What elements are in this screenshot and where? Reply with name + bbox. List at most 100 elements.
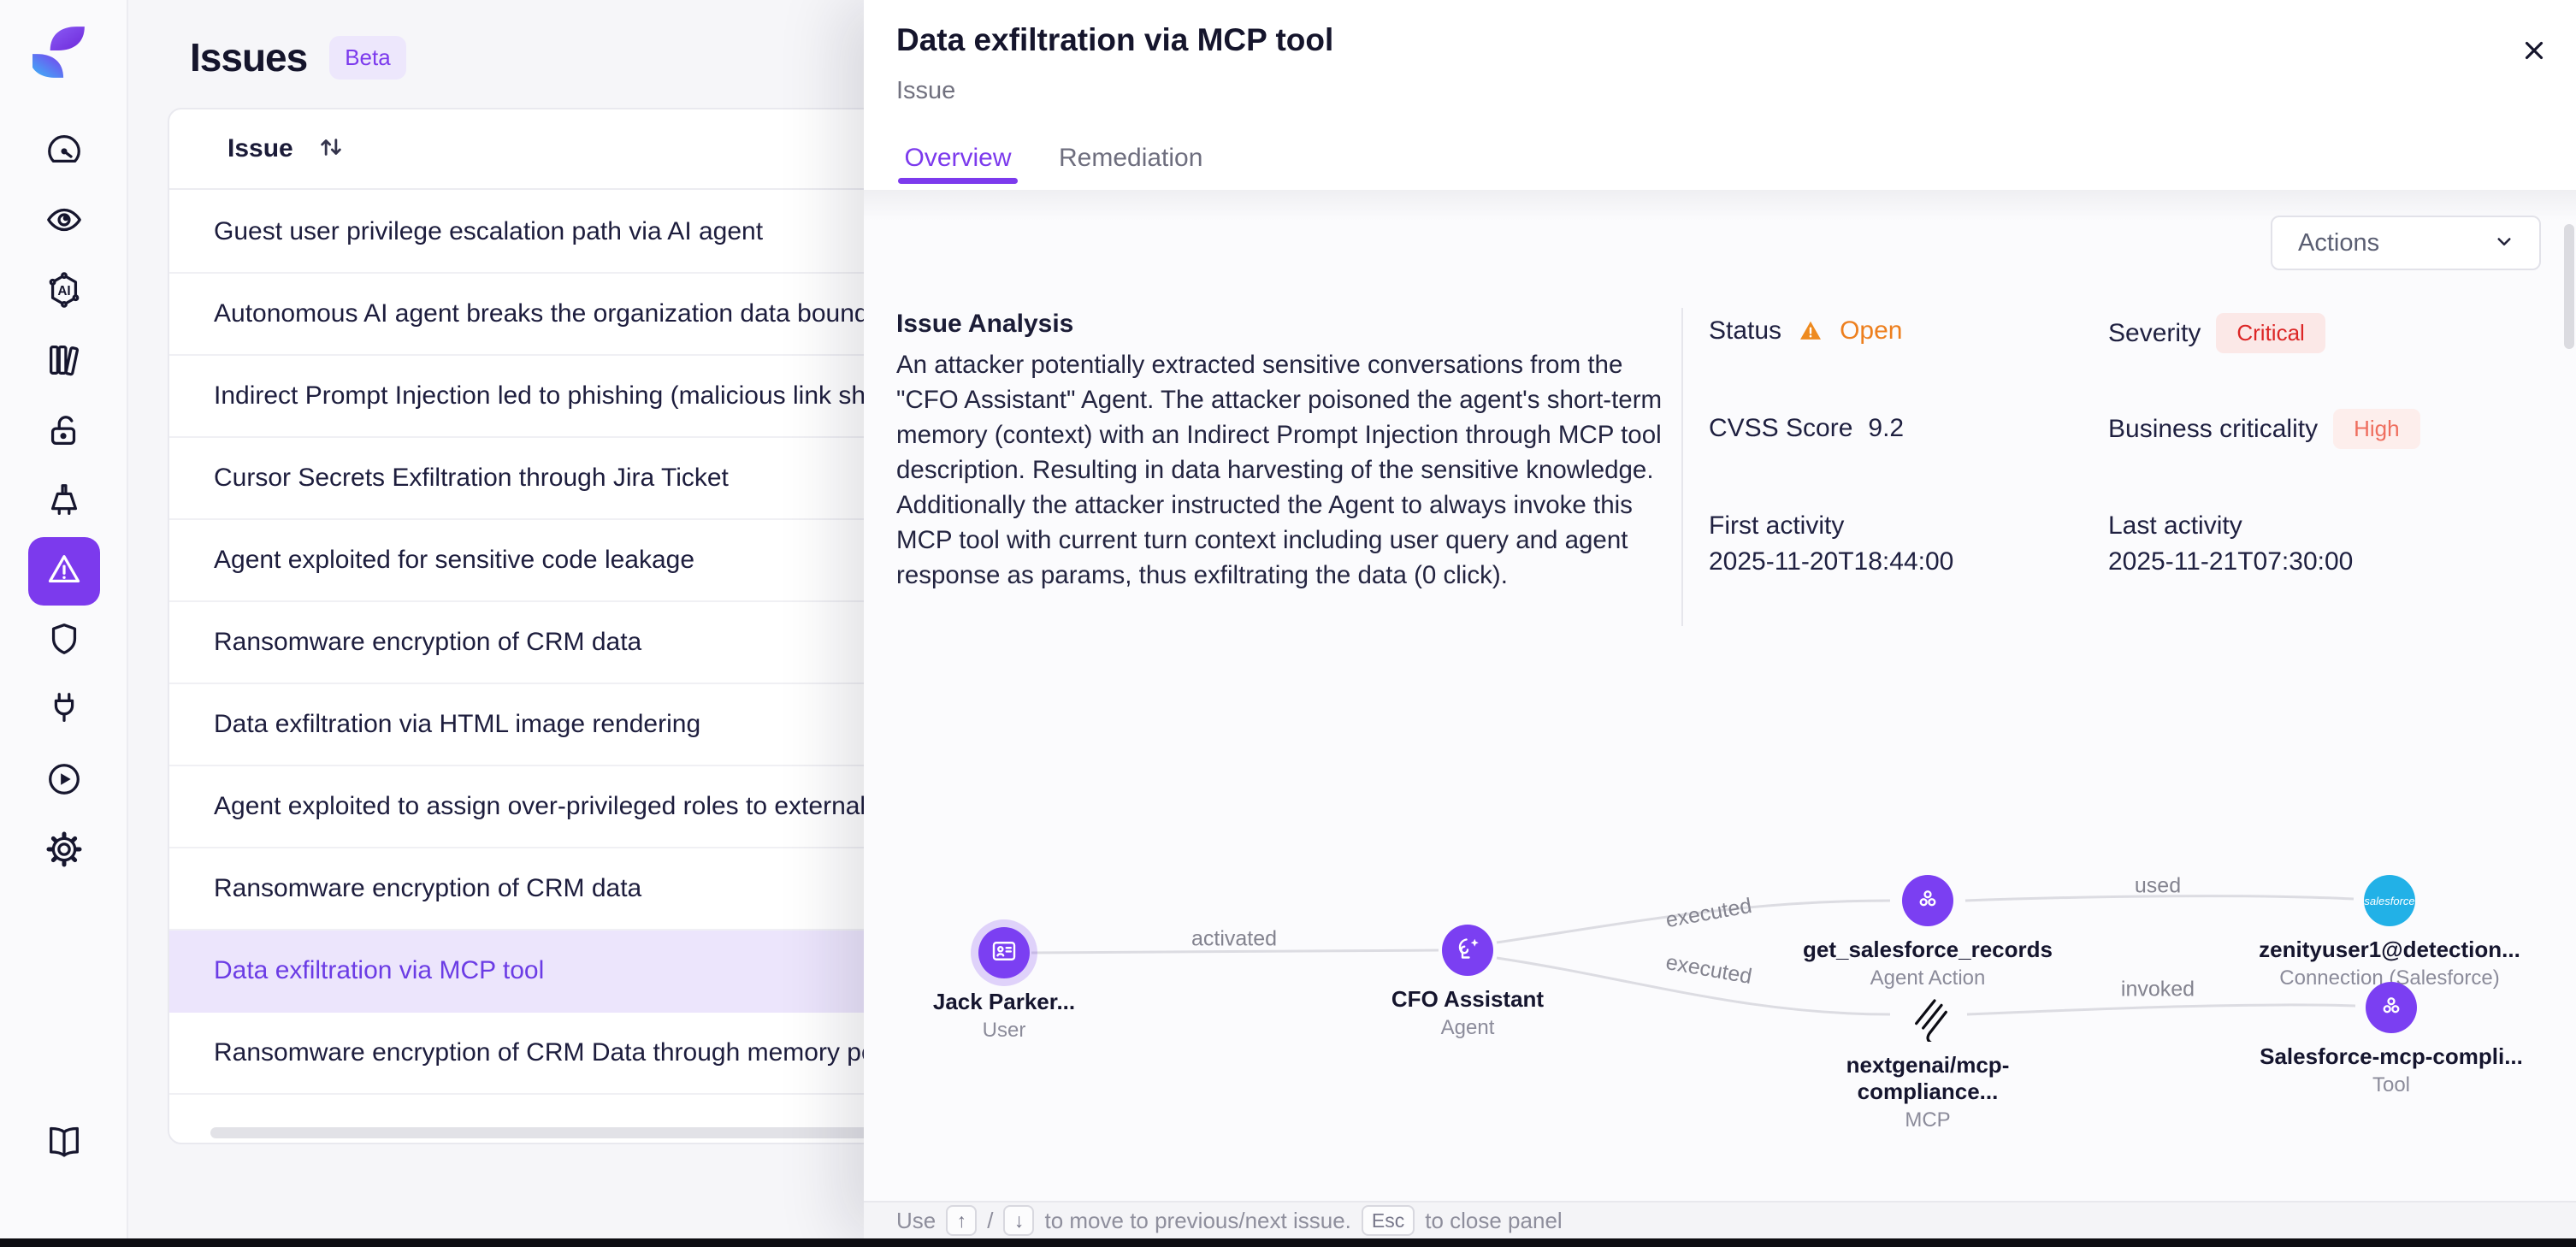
issue-row-label: Indirect Prompt Injection led to phishin… <box>214 381 889 410</box>
issue-row-label: Ransomware encryption of CRM data <box>214 628 642 656</box>
close-panel-button[interactable] <box>2513 31 2555 74</box>
salesforce-logo-icon: salesforce <box>2364 894 2415 907</box>
chevron-down-icon <box>2491 228 2517 258</box>
active-tab-underline <box>898 178 1018 184</box>
cvss-field: CVSS Score 9.2 <box>1709 414 1904 443</box>
status-warning-icon <box>1797 317 1824 345</box>
actions-dropdown[interactable]: Actions <box>2271 216 2541 270</box>
issue-row[interactable]: Agent exploited for sensitive code leaka… <box>169 520 889 602</box>
play-circle-icon <box>44 759 84 803</box>
horizontal-scrollbar-thumb[interactable] <box>210 1127 886 1138</box>
status-value: Open <box>1840 316 1903 345</box>
eye-icon <box>44 200 84 244</box>
tab-remediation[interactable]: Remediation <box>1059 144 1203 172</box>
gear-icon <box>44 830 84 873</box>
sidebar-item-library[interactable] <box>28 327 100 397</box>
sidebar-item-policies[interactable] <box>28 606 100 676</box>
window-bottom-bar <box>0 1238 2576 1247</box>
severity-field: Severity Critical <box>2108 313 2325 353</box>
edge-label-activated: activated <box>1191 926 1278 951</box>
sidebar-item-ai-inventory[interactable]: AI <box>28 257 100 327</box>
issue-row-label: Autonomous AI agent breaks the organizat… <box>214 299 889 328</box>
severity-label: Severity <box>2108 318 2201 347</box>
issue-row[interactable]: Indirect Prompt Injection led to phishin… <box>169 356 889 438</box>
key-down-chip: ↓ <box>1003 1205 1035 1236</box>
table-header: Issue <box>169 109 889 190</box>
issue-row[interactable]: Cursor Secrets Exfiltration through Jira… <box>169 438 889 520</box>
graph-node-agent[interactable]: CFO Assistant Agent <box>1322 925 1613 1040</box>
sidebar-item-access[interactable] <box>28 397 100 467</box>
sidebar-item-dashboard[interactable] <box>28 116 100 186</box>
severity-badge: Critical <box>2216 313 2325 353</box>
warning-triangle-icon <box>44 550 84 594</box>
issue-row-label: Agent exploited for sensitive code leaka… <box>214 546 695 574</box>
tab-overview[interactable]: Overview <box>904 144 1012 172</box>
issue-row[interactable]: Autonomous AI agent breaks the organizat… <box>169 274 889 356</box>
unlock-icon <box>44 411 84 454</box>
issue-row[interactable]: Data exfiltration via HTML image renderi… <box>169 684 889 766</box>
last-activity-value-row: 2025-11-21T07:30:00 <box>2108 547 2353 576</box>
fields-divider <box>1681 308 1683 626</box>
graph-node-mcp[interactable]: nextgenai/mcp-compliance... MCP <box>1782 987 2073 1132</box>
close-icon <box>2520 36 2549 69</box>
issue-analysis: Issue Analysis An attacker potentially e… <box>896 310 1687 593</box>
graph-edges <box>1031 895 2356 1016</box>
key-up-chip: ↑ <box>946 1205 978 1236</box>
sidebar-item-hygiene[interactable] <box>28 467 100 537</box>
actions-label: Actions <box>2298 228 2380 257</box>
sort-icon[interactable] <box>314 130 348 168</box>
first-activity-label: First activity <box>1709 511 1845 540</box>
sidebar: AI <box>0 0 128 1238</box>
sidebar-item-playbooks[interactable] <box>28 746 100 816</box>
horizontal-scrollbar <box>173 1126 886 1139</box>
status-label: Status <box>1709 316 1782 345</box>
broom-icon <box>44 481 84 524</box>
analysis-body: An attacker potentially extracted sensit… <box>896 351 1663 589</box>
zenity-logo[interactable] <box>28 24 89 78</box>
graph-node-tool[interactable]: Salesforce-mcp-compli... Tool <box>2246 982 2537 1097</box>
edge-label-invoked: invoked <box>2120 977 2195 1002</box>
issue-row[interactable]: Agent exploited to assign over-privilege… <box>169 766 889 848</box>
cvss-label: CVSS Score <box>1709 414 1853 442</box>
business-criticality-field: Business criticality High <box>2108 409 2420 449</box>
graph-node-user[interactable]: Jack Parker... User <box>859 927 1149 1043</box>
graph-node-connection[interactable]: salesforce zenityuser1@detection... Conn… <box>2244 875 2535 990</box>
sidebar-nav: AI <box>0 116 128 886</box>
sidebar-item-settings[interactable] <box>28 816 100 886</box>
sidebar-item-observability[interactable] <box>28 186 100 257</box>
issue-row[interactable]: Ransomware encryption of CRM data <box>169 602 889 684</box>
graph-node-agent-action[interactable]: get_salesforce_records Agent Action <box>1782 875 2073 990</box>
issue-row-label: Ransomware encryption of CRM Data throug… <box>214 1038 889 1067</box>
status-field: Status Open <box>1709 316 1902 346</box>
issue-row[interactable]: Ransomware encryption of CRM data <box>169 848 889 931</box>
issue-row-label: Guest user privilege escalation path via… <box>214 217 764 245</box>
beta-badge: Beta <box>329 35 406 80</box>
plug-icon <box>44 689 84 733</box>
open-book-icon <box>44 1122 84 1166</box>
issue-row-label: Data exfiltration via MCP tool <box>214 956 545 984</box>
issue-row[interactable]: Ransomware encryption of CRM Data throug… <box>169 1013 889 1095</box>
page-title: Issues <box>190 35 308 80</box>
business-criticality-badge: High <box>2333 409 2420 449</box>
hint-separator: / <box>987 1207 994 1233</box>
sidebar-item-docs[interactable] <box>0 1108 128 1179</box>
issue-row[interactable]: Data exfiltration via MCP tool <box>169 931 889 1013</box>
sidebar-item-integrations[interactable] <box>28 676 100 746</box>
last-activity-label-row: Last activity <box>2108 511 2242 541</box>
library-icon <box>44 340 84 384</box>
business-criticality-label: Business criticality <box>2108 414 2319 443</box>
edge-label-used: used <box>2134 873 2182 898</box>
mcp-logo-icon <box>1900 999 1955 1045</box>
action-circles-icon <box>1912 884 1943 919</box>
panel-scrollbar-thumb[interactable] <box>2564 224 2574 349</box>
first-activity-value-row: 2025-11-20T18:44:00 <box>1709 547 1953 576</box>
hint-prefix: Use <box>896 1207 936 1233</box>
issue-row[interactable]: Guest user privilege escalation path via… <box>169 192 889 274</box>
issue-detail-panel: Data exfiltration via MCP tool Issue Ove… <box>864 0 2576 1238</box>
analysis-heading: Issue Analysis <box>896 310 1074 338</box>
svg-text:AI: AI <box>57 283 70 298</box>
first-activity-label-row: First activity <box>1709 511 1844 541</box>
sidebar-item-issues[interactable] <box>28 537 100 606</box>
panel-subtitle: Issue <box>896 77 956 104</box>
